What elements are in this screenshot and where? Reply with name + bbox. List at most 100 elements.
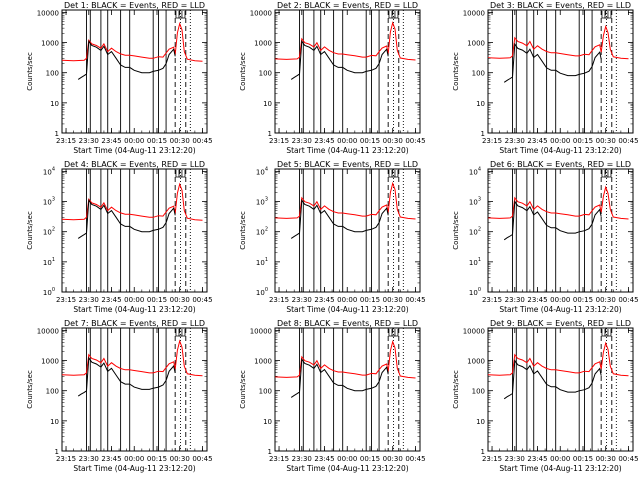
flare-marker [391,329,399,337]
y-tick-exponent: 0 [52,287,55,293]
x-tick-label: 23:45 [314,455,334,463]
x-tick-label: 00:15 [360,137,380,145]
y-tick-exponent: 1 [52,257,55,263]
y-tick-label: 100 [469,287,481,297]
flare-marker [391,170,399,178]
x-tick-label: 00:00 [337,296,357,304]
y-tick-label: 10000 [463,9,485,17]
y-tick-label: 100 [256,287,268,297]
lld-series [274,21,416,61]
lld-series [61,339,203,377]
x-tick-label: 00:45 [405,455,425,463]
x-axis-label: Start Time (04-Aug-11 23:12:20) [286,464,408,473]
x-tick-label: 00:45 [405,137,425,145]
plot-frame [274,9,421,134]
x-tick-label: 23:45 [101,137,121,145]
plot-frame [61,9,208,134]
x-tick-label: 00:15 [573,137,593,145]
x-axis-label: Start Time (04-Aug-11 23:12:20) [73,305,195,314]
y-tick-label: 102 [256,227,268,237]
y-axis-label: Counts/sec [452,370,460,409]
x-tick-label: 00:30 [596,296,616,304]
y-tick-label: 1000 [41,40,59,48]
x-tick-label: 00:45 [618,296,638,304]
y-tick-label: 10 [50,100,59,108]
x-tick-label: 00:30 [596,137,616,145]
x-tick-label: 00:45 [618,455,638,463]
x-tick-label: 23:30 [79,296,99,304]
x-tick-label: 23:30 [505,137,525,145]
y-tick-label: 10000 [250,9,272,17]
y-tick-label: 104 [469,166,481,176]
x-tick-label: 00:30 [383,455,403,463]
x-tick-label: 00:15 [360,455,380,463]
y-tick-exponent: 3 [52,197,55,203]
y-tick-label: 103 [43,197,55,207]
flare-marker [178,170,186,178]
events-series [77,198,176,239]
x-tick-label: 23:45 [527,455,547,463]
x-tick-label: 23:30 [79,455,99,463]
y-tick-label: 1000 [41,358,59,366]
y-tick-label: 100 [46,70,59,78]
plot-frame [61,168,208,293]
y-tick-label: 100 [259,388,272,396]
y-tick-label: 10 [50,418,59,426]
panel-title: Det 9: BLACK = Events, RED = LLD [490,319,631,328]
x-tick-label: 00:30 [170,137,190,145]
x-tick-label: 23:45 [101,296,121,304]
y-tick-label: 101 [469,257,481,267]
y-tick-label: 100 [472,70,485,78]
y-tick-label: 1 [55,130,59,138]
y-tick-exponent: 4 [478,166,481,172]
x-tick-label: 23:15 [56,455,76,463]
y-tick-label: 10 [476,100,485,108]
y-tick-label: 103 [256,197,268,207]
panel-title: Det 1: BLACK = Events, RED = LLD [64,1,205,10]
x-tick-label: 23:30 [79,137,99,145]
y-axis-label: Counts/sec [26,211,34,250]
x-tick-label: 00:15 [147,296,167,304]
x-tick-label: 00:45 [192,296,212,304]
x-tick-label: 23:15 [56,137,76,145]
flare-marker [178,11,186,19]
y-tick-label: 100 [472,388,485,396]
y-tick-label: 10 [263,100,272,108]
x-tick-label: 23:15 [56,296,76,304]
x-tick-label: 00:15 [147,455,167,463]
x-tick-label: 23:15 [269,137,289,145]
x-tick-label: 00:45 [618,137,638,145]
x-axis-label: Start Time (04-Aug-11 23:12:20) [499,146,621,155]
y-tick-label: 1000 [467,40,485,48]
x-tick-label: 00:30 [596,455,616,463]
x-tick-label: 00:00 [550,455,570,463]
flare-marker [604,170,612,178]
x-tick-label: 00:45 [405,296,425,304]
y-tick-label: 102 [469,227,481,237]
lld-series [61,182,203,221]
plot-frame [487,9,634,134]
y-tick-label: 101 [43,257,55,267]
x-tick-label: 00:00 [337,137,357,145]
x-tick-label: 23:45 [101,455,121,463]
y-tick-label: 1 [481,448,485,456]
y-tick-label: 104 [43,166,55,176]
x-axis-label: Start Time (04-Aug-11 23:12:20) [286,146,408,155]
x-axis-label: Start Time (04-Aug-11 23:12:20) [73,146,195,155]
plot-frame [274,327,421,452]
y-tick-exponent: 0 [478,287,481,293]
x-tick-label: 00:00 [124,455,144,463]
plot-frame [61,327,208,452]
y-tick-exponent: 0 [265,287,268,293]
plot-frame [274,168,421,293]
flare-marker [604,329,612,337]
y-tick-exponent: 1 [265,257,268,263]
flare-marker [391,11,399,19]
